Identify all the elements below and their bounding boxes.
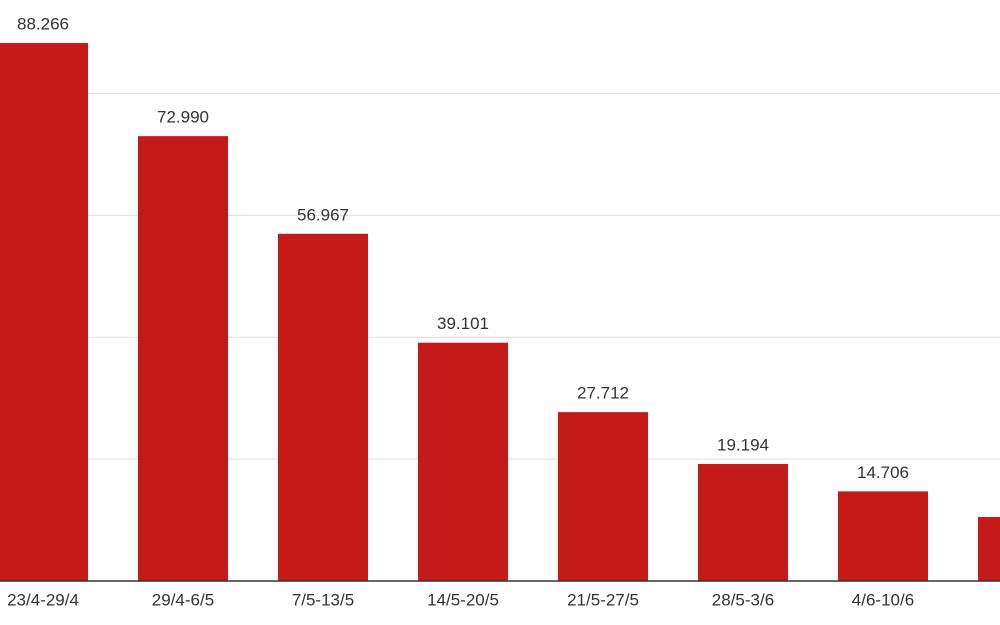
bar [838,491,928,581]
bar [978,517,1000,581]
bar [698,464,788,581]
value-label: 72.990 [157,108,209,127]
value-label: 88.266 [17,15,69,34]
value-label: 39.101 [437,314,489,333]
x-tick-label: 4/6-10/6 [852,590,914,609]
x-tick-label: 14/5-20/5 [427,590,499,609]
bar [558,412,648,581]
x-tick-label: 28/5-3/6 [712,590,774,609]
bar [278,233,368,581]
x-tick-label: 29/4-6/5 [152,590,214,609]
bar [418,342,508,581]
value-label: 56.967 [297,205,349,224]
value-label: 14.706 [857,463,909,482]
x-tick-label: 23/4-29/4 [7,590,79,609]
x-tick-label: 21/5-27/5 [567,590,639,609]
value-label: 19.194 [717,436,769,455]
bar [138,136,228,582]
x-tick-label: 7/5-13/5 [292,590,354,609]
value-label: 27.712 [577,384,629,403]
bar [0,43,88,582]
